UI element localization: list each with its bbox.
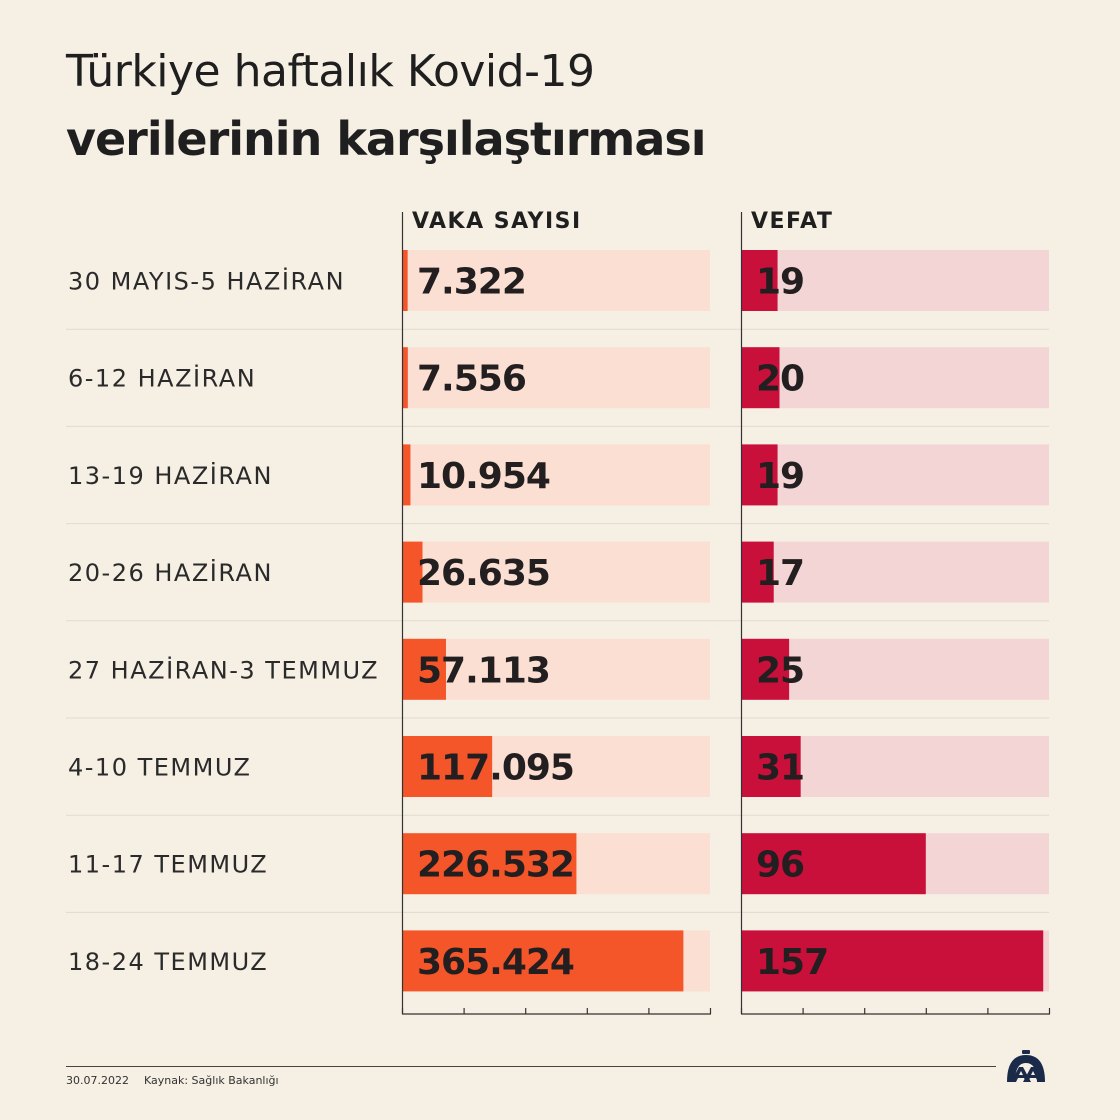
- vaka-value-label: 365.424: [417, 942, 574, 983]
- vefat-value-label: 157: [756, 942, 828, 983]
- vefat-bar: [741, 541, 774, 603]
- footer-source: Kaynak: Sağlık Bakanlığı: [144, 1074, 279, 1087]
- row-label: 20-26 HAZİRAN: [68, 558, 273, 587]
- vaka-value-label: 26.635: [417, 553, 550, 594]
- vaka-value-label: 57.113: [417, 650, 550, 691]
- aa-logo-icon: [1007, 1050, 1045, 1082]
- vefat-bar: [741, 833, 926, 895]
- column-header-vaka: VAKA SAYISI: [412, 209, 582, 234]
- vefat-bar: [741, 930, 1044, 992]
- row-label: 11-17 TEMMUZ: [68, 851, 268, 879]
- vaka-bar-track: [402, 444, 710, 506]
- vaka-bar: [402, 736, 493, 797]
- vaka-bar: [402, 444, 411, 506]
- vefat-value-label: 20: [756, 359, 804, 400]
- vefat-bar-track: [741, 541, 1049, 603]
- row-label: 30 MAYIS-5 HAZİRAN: [68, 267, 345, 296]
- vaka-bar: [402, 833, 577, 895]
- vefat-bar: [741, 250, 778, 311]
- vefat-bar: [741, 638, 790, 700]
- row-label: 13-19 HAZİRAN: [68, 461, 273, 490]
- vaka-value-label: 226.532: [417, 845, 574, 886]
- row-label: 18-24 TEMMUZ: [68, 948, 268, 976]
- vefat-value-label: 17: [756, 553, 804, 594]
- row-label: 27 HAZİRAN-3 TEMMUZ: [68, 655, 379, 684]
- vefat-value-label: 25: [756, 650, 804, 691]
- vaka-bar: [402, 541, 423, 603]
- vefat-bar: [741, 347, 780, 409]
- column-header-vefat: VEFAT: [751, 209, 833, 234]
- chart-title-line2: verilerinin karşılaştırması: [66, 112, 707, 166]
- vaka-value-label: 7.556: [417, 359, 526, 400]
- vaka-bar: [402, 930, 684, 992]
- vaka-bar-track: [402, 347, 710, 409]
- vefat-bar: [741, 444, 778, 506]
- vefat-value-label: 31: [756, 748, 804, 789]
- vefat-value-label: 19: [756, 456, 804, 497]
- vefat-bar: [741, 736, 801, 797]
- vaka-bar: [402, 250, 408, 311]
- vaka-bar-track: [402, 250, 710, 311]
- vefat-bar-track: [741, 444, 1049, 506]
- chart-title-line1: Türkiye haftalık Kovid-19: [66, 46, 595, 97]
- vaka-value-label: 7.322: [417, 262, 526, 303]
- vefat-bar-track: [741, 347, 1049, 409]
- vefat-bar-track: [741, 638, 1049, 700]
- vefat-value-label: 19: [756, 262, 804, 303]
- footer-date: 30.07.2022: [66, 1074, 129, 1087]
- vefat-bar-track: [741, 250, 1049, 311]
- vaka-bar-track: [402, 541, 710, 603]
- row-label: 4-10 TEMMUZ: [68, 754, 251, 782]
- vefat-value-label: 96: [756, 845, 804, 886]
- vaka-value-label: 117.095: [417, 748, 574, 789]
- vaka-bar: [402, 638, 446, 700]
- footer-divider: [66, 1066, 996, 1067]
- vaka-value-label: 10.954: [417, 456, 550, 497]
- vaka-bar: [402, 347, 408, 409]
- vaka-bar-track: [402, 638, 710, 700]
- row-label: 6-12 HAZİRAN: [68, 364, 256, 393]
